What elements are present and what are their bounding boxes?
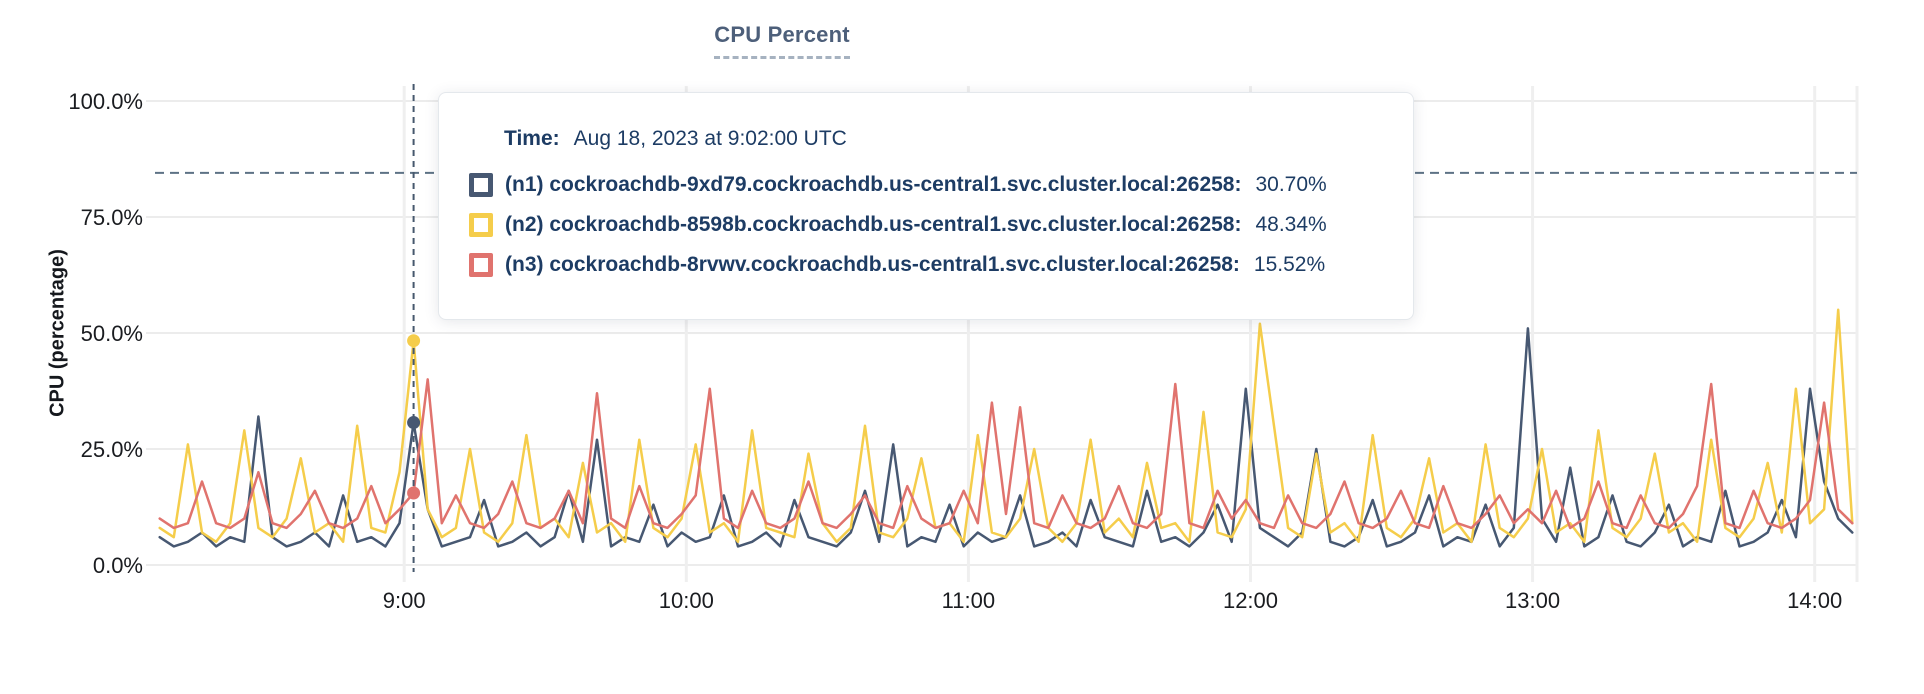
x-tick-label: 10:00: [658, 588, 714, 613]
x-tick-label: 13:00: [1505, 588, 1561, 613]
x-tick-label: 9:00: [382, 588, 426, 613]
y-tick-label: 0.0%: [92, 553, 143, 578]
x-tick-label: 14:00: [1787, 588, 1843, 613]
y-tick-label: 25.0%: [80, 437, 143, 462]
chart-header: CPU Percent: [0, 22, 1564, 59]
series-color-swatch-icon: [469, 173, 493, 197]
series-label: (n1) cockroachdb-9xd79.cockroachdb.us-ce…: [505, 173, 1242, 196]
tooltip-series-list: (n1) cockroachdb-9xd79.cockroachdb.us-ce…: [469, 165, 1413, 285]
series-label: (n3) cockroachdb-8rvwv.cockroachdb.us-ce…: [505, 253, 1240, 276]
series-line-n2: [158, 308, 1854, 544]
tooltip-time-label: Time:: [504, 127, 560, 150]
x-tick-label: 12:00: [1222, 588, 1279, 613]
tooltip-time-value: Aug 18, 2023 at 9:02:00 UTC: [573, 127, 847, 150]
hover-point-n2: [407, 334, 421, 348]
tooltip-series-row: (n3) cockroachdb-8rvwv.cockroachdb.us-ce…: [469, 245, 1413, 285]
series-line-n3: [158, 378, 1854, 530]
series-label: (n2) cockroachdb-8598b.cockroachdb.us-ce…: [505, 213, 1242, 236]
y-tick-label: 100.0%: [68, 89, 143, 114]
hover-point-n1: [407, 416, 421, 430]
tooltip-series-row: (n2) cockroachdb-8598b.cockroachdb.us-ce…: [469, 205, 1413, 245]
chart-hover-tooltip: Time: Aug 18, 2023 at 9:02:00 UTC (n1) co…: [438, 92, 1414, 320]
series-color-swatch-icon: [469, 213, 493, 237]
x-tick-label: 11:00: [941, 588, 996, 613]
series-value: 48.34%: [1255, 213, 1327, 236]
tooltip-time-row: Time: Aug 18, 2023 at 9:02:00 UTC: [504, 127, 1413, 151]
chart-title: CPU Percent: [714, 22, 850, 59]
hover-point-n3: [407, 486, 421, 500]
y-tick-label: 75.0%: [80, 205, 143, 230]
series-color-swatch-icon: [469, 253, 493, 277]
series-value: 30.70%: [1255, 173, 1327, 196]
tooltip-series-row: (n1) cockroachdb-9xd79.cockroachdb.us-ce…: [469, 165, 1413, 205]
y-tick-label: 50.0%: [80, 321, 143, 346]
series-value: 15.52%: [1253, 253, 1326, 276]
